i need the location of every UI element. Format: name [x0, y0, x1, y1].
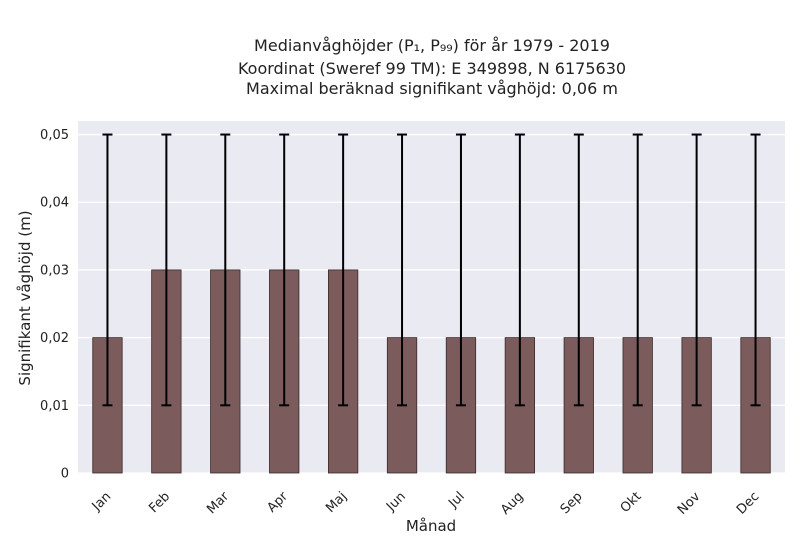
x-tick-label: Jan: [89, 489, 114, 514]
error-bar-nov: [691, 133, 702, 407]
x-axis-label: Månad: [406, 517, 456, 535]
chart-title-line-2: Koordinat (Sweref 99 TM): E 349898, N 61…: [238, 59, 626, 78]
gridlines: [78, 133, 785, 474]
x-tick-label: Dec: [734, 489, 762, 517]
chart-title-line-1: Medianvåghöjder (P₁, P₉₉) för år 1979 - …: [254, 36, 610, 55]
y-tick-label: 0: [61, 467, 69, 482]
y-tick-label: 0,02: [40, 331, 69, 346]
error-bar-aug: [514, 133, 525, 407]
plot-area: [78, 121, 785, 473]
chart-title-line-3: Maximal beräknad signifikant våghöjd: 0,…: [246, 79, 618, 98]
x-tick-label: Feb: [146, 489, 173, 516]
error-bar-jul: [455, 133, 466, 407]
error-bar-jan: [102, 133, 113, 407]
y-tick-label: 0,01: [40, 399, 69, 414]
error-bar-dec: [750, 133, 761, 407]
error-bar-jun: [397, 133, 408, 407]
error-bars: [102, 133, 761, 407]
error-bar-apr: [279, 133, 290, 407]
error-bar-okt: [632, 133, 643, 407]
error-bar-feb: [161, 133, 172, 407]
y-tick-label: 0,04: [40, 196, 69, 211]
error-bar-maj: [338, 133, 349, 407]
x-tick-label: Nov: [675, 489, 704, 518]
x-tick-label: Mar: [204, 489, 232, 517]
x-tick-label: Aug: [498, 489, 527, 518]
y-axis-label: Signifikant våghöjd (m): [16, 210, 34, 385]
x-axis-ticks: Jan Feb Mar Apr Maj Jun Jul Aug Sep Okt Nov Dec: [89, 489, 763, 518]
y-tick-label: 0,05: [40, 128, 69, 143]
x-tick-label: Jul: [445, 489, 467, 511]
y-tick-label: 0,03: [40, 263, 69, 278]
x-tick-label: Apr: [265, 489, 292, 516]
x-tick-label: Sep: [558, 489, 586, 517]
error-bar-mar: [220, 133, 231, 407]
x-tick-label: Jun: [383, 489, 409, 515]
error-bar-sep: [573, 133, 584, 407]
x-tick-label: Okt: [618, 489, 645, 516]
y-axis-ticks: 0 0,01 0,02 0,03 0,04 0,05: [40, 128, 69, 481]
x-tick-label: Maj: [323, 489, 350, 516]
